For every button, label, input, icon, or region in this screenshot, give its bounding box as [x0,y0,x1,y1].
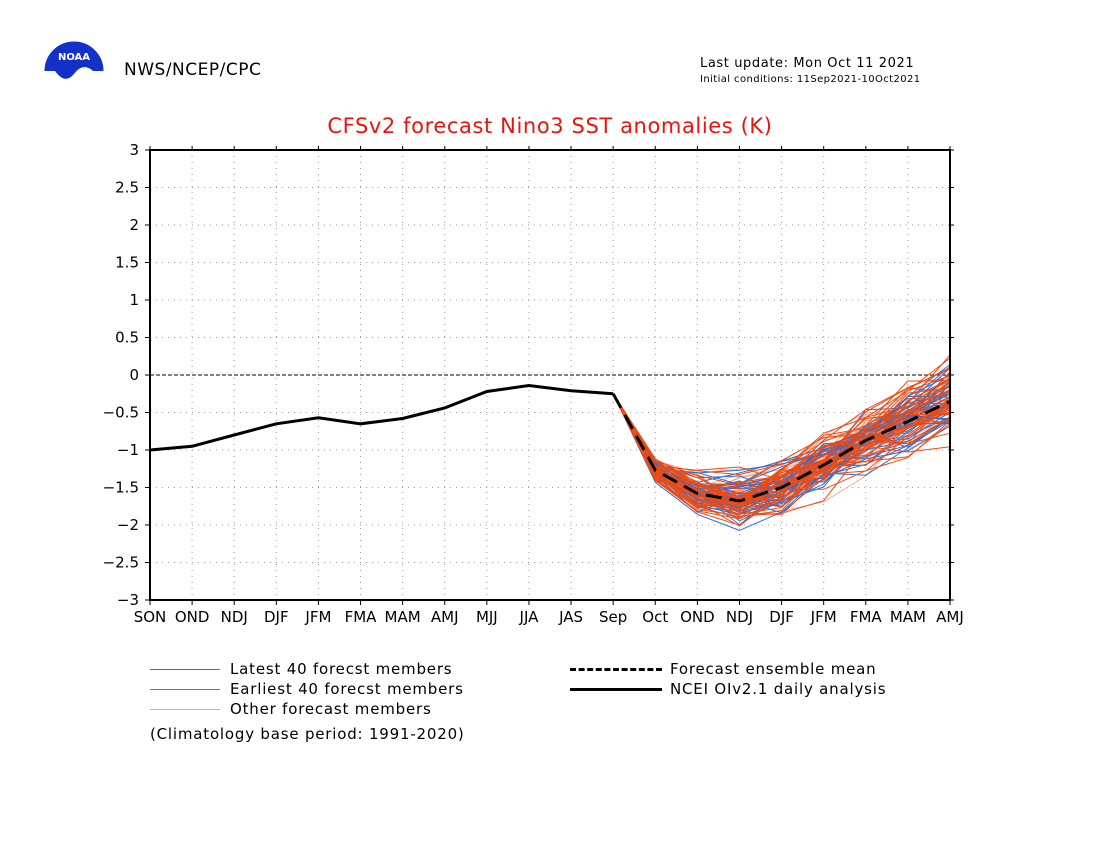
y-tick-label: 0 [129,366,139,384]
y-tick-label: 0.5 [115,329,139,347]
y-tick-label: 1.5 [115,254,139,272]
noaa-logo: NOAA [43,40,105,102]
legend-other-swatch [150,709,220,710]
member-line-earliest [612,393,951,517]
x-tick-label: DJF [769,608,794,626]
member-line-earliest [612,393,951,491]
x-tick-label: OND [680,608,715,626]
x-tick-label: DJF [264,608,289,626]
initial-conditions: Initial conditions: 11Sep2021-10Oct2021 [700,74,921,85]
member-line-earliest [612,393,951,509]
legend-analysis-swatch [570,688,662,691]
legend-analysis-label: NCEI OIv2.1 daily analysis [670,680,887,698]
x-tick-label: MJJ [476,608,498,626]
y-tick-label: −1.5 [103,479,139,497]
series-line-ensemble-mean [611,393,951,503]
x-tick-label: JFM [304,608,331,626]
y-tick-label: −1 [117,441,139,459]
y-tick-label: −0.5 [103,404,139,422]
member-line-earliest [612,393,951,526]
legend-other-label: Other forecast members [230,700,432,718]
member-line-earliest [612,354,951,476]
series-line-analysis [149,383,614,452]
legend-mean-swatch [570,668,662,671]
legend-earliest-label: Earliest 40 forecst members [230,680,464,698]
x-tick-label: MAM [385,608,421,626]
climatology-note: (Climatology base period: 1991-2020) [150,725,465,743]
x-tick-label: NDJ [726,608,753,626]
x-tick-label: MAM [890,608,926,626]
agency-label: NWS/NCEP/CPC [124,60,262,80]
x-tick-label: JAS [558,608,583,626]
member-line-earliest [612,380,951,501]
member-line-earliest [612,367,951,502]
legend-earliest-swatch [150,689,220,690]
y-tick-label: 1 [129,291,139,309]
chart-title: CFSv2 forecast Nino3 SST anomalies (K) [327,114,773,138]
member-line-earliest [612,393,951,520]
y-tick-label: −3 [117,591,139,609]
x-tick-label: Sep [599,608,627,626]
member-line-earliest [612,393,951,506]
legend-latest-label: Latest 40 forecst members [230,660,453,678]
y-tick-label: −2 [117,516,139,534]
x-tick-label: AMJ [936,608,964,626]
member-line-earliest [612,393,951,499]
x-tick-label: AMJ [431,608,459,626]
x-tick-label: JJA [519,608,540,626]
last-update: Last update: Mon Oct 11 2021 [700,56,915,71]
logo-text: NOAA [58,52,90,63]
x-tick-label: FMA [345,608,378,626]
member-line-earliest [612,393,951,508]
y-tick-label: −2.5 [103,554,139,572]
y-tick-label: 2 [129,216,139,234]
x-tick-label: FMA [850,608,883,626]
member-line-earliest [612,393,951,505]
x-tick-label: NDJ [221,608,248,626]
x-tick-label: JFM [810,608,837,626]
x-tick-label: Oct [642,608,668,626]
legend-mean-label: Forecast ensemble mean [670,660,877,678]
x-tick-label: OND [175,608,210,626]
member-line-earliest [612,380,951,504]
y-tick-label: 2.5 [115,179,139,197]
legend-latest-swatch [150,669,220,670]
y-tick-label: 3 [129,141,139,159]
x-tick-label: SON [134,608,167,626]
